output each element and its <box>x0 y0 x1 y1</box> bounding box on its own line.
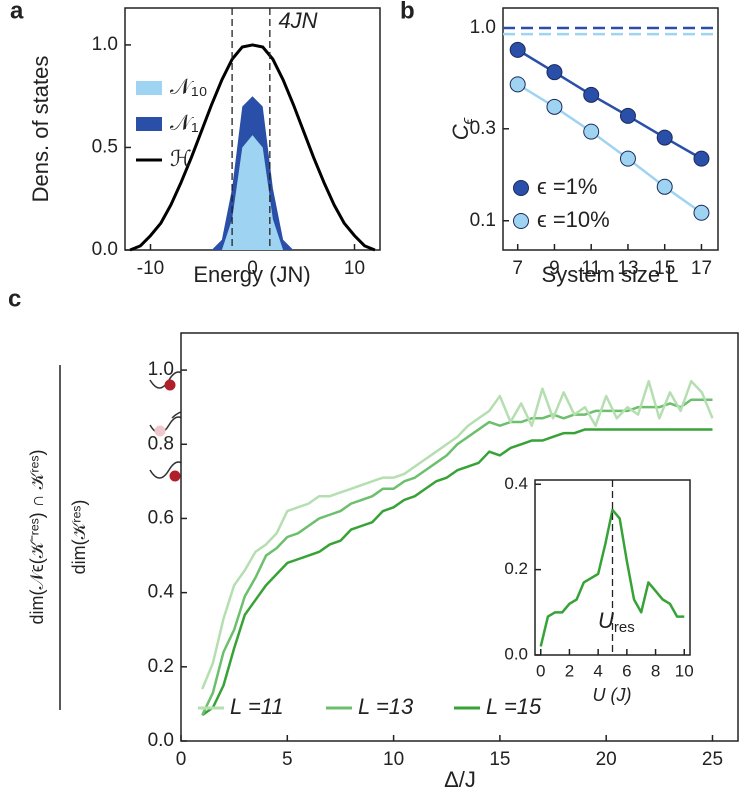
legend-label: 𝒩₁₀ <box>170 74 208 99</box>
marker <box>619 150 636 167</box>
y-tick-label: 0.6 <box>148 507 174 528</box>
annotation-main: U <box>598 608 614 633</box>
legend-marker <box>513 213 529 229</box>
x-axis-label: U (J) <box>593 685 632 705</box>
marker <box>619 107 636 124</box>
line <box>129 43 376 252</box>
y-tick-label: 1.0 <box>92 34 118 55</box>
legend-marker <box>513 180 529 196</box>
x-tick-label: 8 <box>651 661 660 680</box>
y-axis-label: Dens. of states <box>28 56 53 203</box>
y-tick-label: 0.2 <box>504 559 528 578</box>
line <box>539 508 685 647</box>
legend-swatch <box>136 81 162 95</box>
legend-label: L =13 <box>358 694 414 719</box>
legend-label: L =11 <box>230 694 284 719</box>
line <box>201 428 713 717</box>
x-tick-label: 15 <box>654 258 675 279</box>
legend-label: 𝒩₁ <box>170 110 199 135</box>
x-tick-label: 17 <box>691 258 712 279</box>
legend-swatch <box>136 117 162 131</box>
x-axis-label: System size L <box>542 262 679 287</box>
panel-label: b <box>400 0 415 24</box>
plot-frame <box>502 7 719 251</box>
y-axis-label-denominator: dim(𝒦ʳᵉˢ) <box>69 500 89 575</box>
x-tick-label: 25 <box>702 749 723 770</box>
annotation: Ures <box>598 608 635 636</box>
x-tick-label: 10 <box>383 749 404 770</box>
y-tick-label: 0.1 <box>470 210 496 231</box>
x-tick-label: 20 <box>596 749 617 770</box>
panel-label: a <box>10 0 24 24</box>
x-tick-label: 6 <box>622 661 631 680</box>
x-tick-label: 7 <box>512 258 523 279</box>
y-tick-label: 0.8 <box>148 433 174 454</box>
legend-label: ϵ =10% <box>537 207 610 232</box>
y-tick-label: 0.4 <box>148 582 175 603</box>
annotation: 4JN <box>278 8 317 33</box>
legend-label: ϵ =1% <box>537 174 597 199</box>
x-tick-label: 9 <box>549 258 560 279</box>
x-tick-label: 4 <box>593 661 602 680</box>
y-tick-label: 0.0 <box>92 239 118 260</box>
x-tick-label: 13 <box>617 258 638 279</box>
y-axis-label: dim(𝒩ϵ(𝒦⁻ʳᵉˢ) ∩ 𝒦ʳᵉˢ) <box>27 450 47 625</box>
marker <box>693 150 710 167</box>
x-tick-label: 10 <box>344 258 365 279</box>
x-tick-label: 2 <box>565 661 574 680</box>
legend-label: L =15 <box>486 694 542 719</box>
x-tick-label: 15 <box>489 749 510 770</box>
x-tick-label: 0 <box>247 258 258 279</box>
x-tick-label: 10 <box>675 661 694 680</box>
y-tick-label: 1.0 <box>470 17 496 38</box>
y-tick-label: 0.2 <box>148 656 174 677</box>
x-axis-label: Energy (JN) <box>193 262 310 287</box>
marker <box>693 204 710 221</box>
marker <box>583 123 600 140</box>
line <box>201 379 714 690</box>
x-tick-label: 0 <box>176 749 187 770</box>
y-tick-label: 0.5 <box>92 136 118 157</box>
x-axis-label: Δ/J <box>444 767 476 792</box>
y-axis-label: Cϵ <box>448 117 476 140</box>
y-tick-label: 0.3 <box>470 118 496 139</box>
x-tick-label: 11 <box>581 258 601 279</box>
line <box>201 398 713 716</box>
y-tick-label: 1.0 <box>148 359 174 380</box>
y-tick-label: 0.0 <box>504 644 528 663</box>
y-tick-label: 0.4 <box>504 474 528 493</box>
panel-label: c <box>8 285 21 312</box>
plot: 0 2 4 6 8 10 0.0 0.2 0.4 <box>504 474 693 681</box>
x-tick-label: -10 <box>137 258 164 279</box>
marker <box>656 129 673 146</box>
legend-label: ℋ <box>170 146 192 171</box>
y-axis-label-main: C <box>448 124 473 140</box>
marker <box>509 41 526 58</box>
marker <box>509 76 526 93</box>
y-axis-label-sub: ϵ <box>459 117 476 124</box>
marker <box>546 98 563 115</box>
y-tick-label: 0.0 <box>148 730 174 751</box>
plot: -10 0 10 0.0 0.5 1.0 <box>92 7 381 279</box>
area <box>221 135 284 250</box>
marker <box>656 178 673 195</box>
marker <box>583 86 600 103</box>
marker <box>546 64 563 81</box>
plot: 7 9 11 13 15 17 0.1 0.3 1.0 <box>470 7 719 279</box>
x-tick-label: 5 <box>282 749 293 770</box>
annotation-sub: res <box>614 619 635 636</box>
x-tick-label: 0 <box>536 661 545 680</box>
